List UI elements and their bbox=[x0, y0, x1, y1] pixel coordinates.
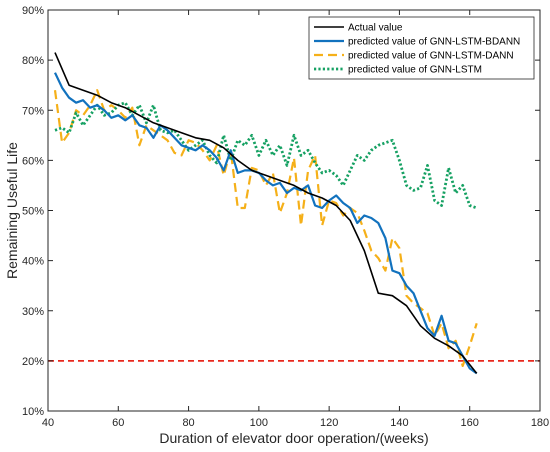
y-tick-label: 30% bbox=[22, 306, 44, 318]
y-tick-label: 90% bbox=[22, 5, 44, 17]
x-axis-title: Duration of elevator door operation/(wee… bbox=[159, 430, 428, 446]
y-tick-label: 70% bbox=[22, 105, 44, 117]
legend-label-0: Actual value bbox=[348, 23, 403, 34]
x-tick-label: 60 bbox=[112, 417, 124, 429]
x-tick-label: 120 bbox=[320, 417, 338, 429]
y-tick-label: 10% bbox=[22, 406, 44, 418]
x-tick-label: 140 bbox=[390, 417, 408, 429]
legend: Actual value predicted value of GNN-LSTM-… bbox=[308, 16, 535, 80]
series-line-2 bbox=[53, 89, 478, 367]
legend-label-2: predicted value of GNN-LSTM-DANN bbox=[348, 51, 514, 62]
x-tick-label: 80 bbox=[182, 417, 194, 429]
legend-label-3: predicted value of GNN-LSTM bbox=[348, 65, 482, 76]
legend-label-1: predicted value of GNN-LSTM-BDANN bbox=[348, 37, 520, 48]
x-tick-label: 40 bbox=[42, 417, 54, 429]
series-line-0 bbox=[54, 52, 478, 374]
series-layer bbox=[48, 52, 540, 375]
series-line-3 bbox=[54, 101, 478, 210]
y-axis-title: Remaining Useful Life bbox=[4, 142, 20, 279]
legend-box bbox=[308, 16, 535, 80]
y-tick-label: 60% bbox=[22, 155, 44, 167]
y-tick-label: 20% bbox=[22, 356, 44, 368]
x-tick-label: 180 bbox=[531, 417, 549, 429]
y-tick-label: 50% bbox=[22, 206, 44, 218]
y-tick-label: 80% bbox=[22, 55, 44, 67]
x-tick-label: 100 bbox=[250, 417, 268, 429]
y-tick-label: 40% bbox=[22, 256, 44, 268]
x-tick-label: 160 bbox=[461, 417, 479, 429]
ticks-layer: 40 60 80 100 120 140 160 180 10% 20% 30% 40% 50% 60% 7… bbox=[22, 5, 549, 429]
series-line-1 bbox=[54, 72, 478, 375]
